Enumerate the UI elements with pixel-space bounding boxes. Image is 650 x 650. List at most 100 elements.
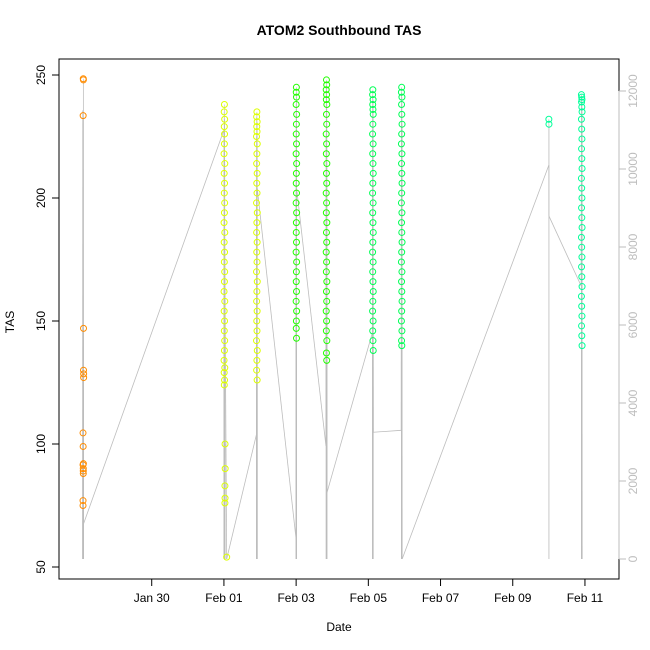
data-point (545, 115, 553, 123)
data-point (253, 248, 261, 256)
data-point (253, 278, 261, 286)
data-point (292, 317, 300, 325)
data-point (293, 209, 301, 217)
data-point (369, 287, 377, 295)
data-point (220, 101, 228, 109)
data-point (220, 238, 228, 246)
data-point (221, 465, 229, 473)
altitude-segment (401, 164, 550, 560)
data-point (322, 268, 330, 276)
data-point (398, 179, 406, 187)
data-point (369, 347, 377, 355)
data-point (323, 219, 331, 227)
data-point (369, 91, 377, 99)
data-point (221, 199, 229, 207)
data-point (79, 460, 87, 468)
data-point (221, 115, 229, 123)
data-point (578, 342, 586, 350)
data-point (220, 369, 228, 377)
data-point (323, 278, 331, 286)
data-point (369, 219, 377, 227)
data-point (253, 297, 261, 305)
y2-axis: 0 2000 4000 6000 8000 10000 12000 (618, 74, 640, 562)
data-point (578, 135, 586, 143)
data-point (322, 76, 330, 84)
data-point (293, 287, 301, 295)
data-point (323, 140, 331, 148)
data-point (398, 93, 406, 101)
data-point (253, 287, 261, 295)
data-point (253, 199, 261, 207)
data-point (80, 374, 88, 382)
data-point (220, 123, 228, 131)
data-point (369, 307, 377, 315)
data-point (398, 169, 406, 177)
data-point (292, 219, 300, 227)
data-point (221, 499, 229, 507)
data-point (369, 327, 377, 335)
y2-tick-label: 12000 (626, 74, 640, 108)
data-point (578, 103, 586, 111)
data-point (369, 238, 377, 246)
y-tick-label: 50 (34, 560, 48, 574)
altitude-segment (373, 429, 402, 433)
data-point (79, 470, 87, 478)
data-point (398, 150, 406, 158)
altitude-lines (82, 78, 583, 560)
data-point (578, 243, 586, 251)
data-point (323, 81, 331, 89)
data-point (221, 482, 229, 490)
data-point (322, 209, 330, 217)
data-point (397, 258, 405, 266)
y2-tick-label: 4000 (626, 389, 640, 416)
data-point (322, 130, 330, 138)
data-point (578, 98, 586, 106)
data-point (578, 93, 586, 101)
data-point (369, 96, 377, 104)
data-point (398, 101, 406, 109)
data-point (79, 502, 87, 509)
data-point (322, 150, 330, 158)
data-point (369, 150, 377, 158)
data-point (221, 317, 229, 325)
y2-tick-label: 2000 (626, 467, 640, 494)
y-axis-label: TAS (3, 311, 17, 333)
data-point (220, 108, 228, 116)
data-point (253, 160, 261, 168)
data-point (398, 238, 406, 246)
data-point (253, 258, 261, 266)
data-point (369, 337, 377, 345)
data-point (80, 370, 88, 378)
data-point (79, 497, 87, 505)
data-point (253, 317, 261, 325)
data-point (292, 120, 300, 128)
data-point (220, 287, 228, 295)
data-point (292, 130, 300, 138)
data-point (292, 101, 300, 109)
data-point (221, 130, 229, 138)
data-point (220, 356, 228, 364)
y-tick-label: 200 (34, 188, 48, 208)
data-point (398, 307, 406, 315)
data-point (292, 228, 300, 236)
y-tick-label: 150 (34, 311, 48, 331)
data-point (253, 337, 261, 345)
data-point (253, 376, 261, 384)
data-point (322, 228, 330, 236)
data-point (369, 169, 377, 177)
altitude-segment (226, 434, 257, 560)
data-point (398, 83, 406, 91)
data-point (369, 258, 377, 266)
data-point (577, 115, 585, 123)
data-point (253, 140, 261, 148)
data-point (221, 160, 229, 168)
data-point (578, 184, 586, 192)
data-point (223, 553, 231, 561)
chart-title: ATOM2 Southbound TAS (257, 22, 422, 38)
data-point (221, 297, 229, 305)
data-point (398, 268, 406, 276)
data-point (292, 297, 300, 305)
data-point (369, 268, 377, 276)
data-point (220, 209, 228, 217)
data-point (220, 258, 228, 266)
